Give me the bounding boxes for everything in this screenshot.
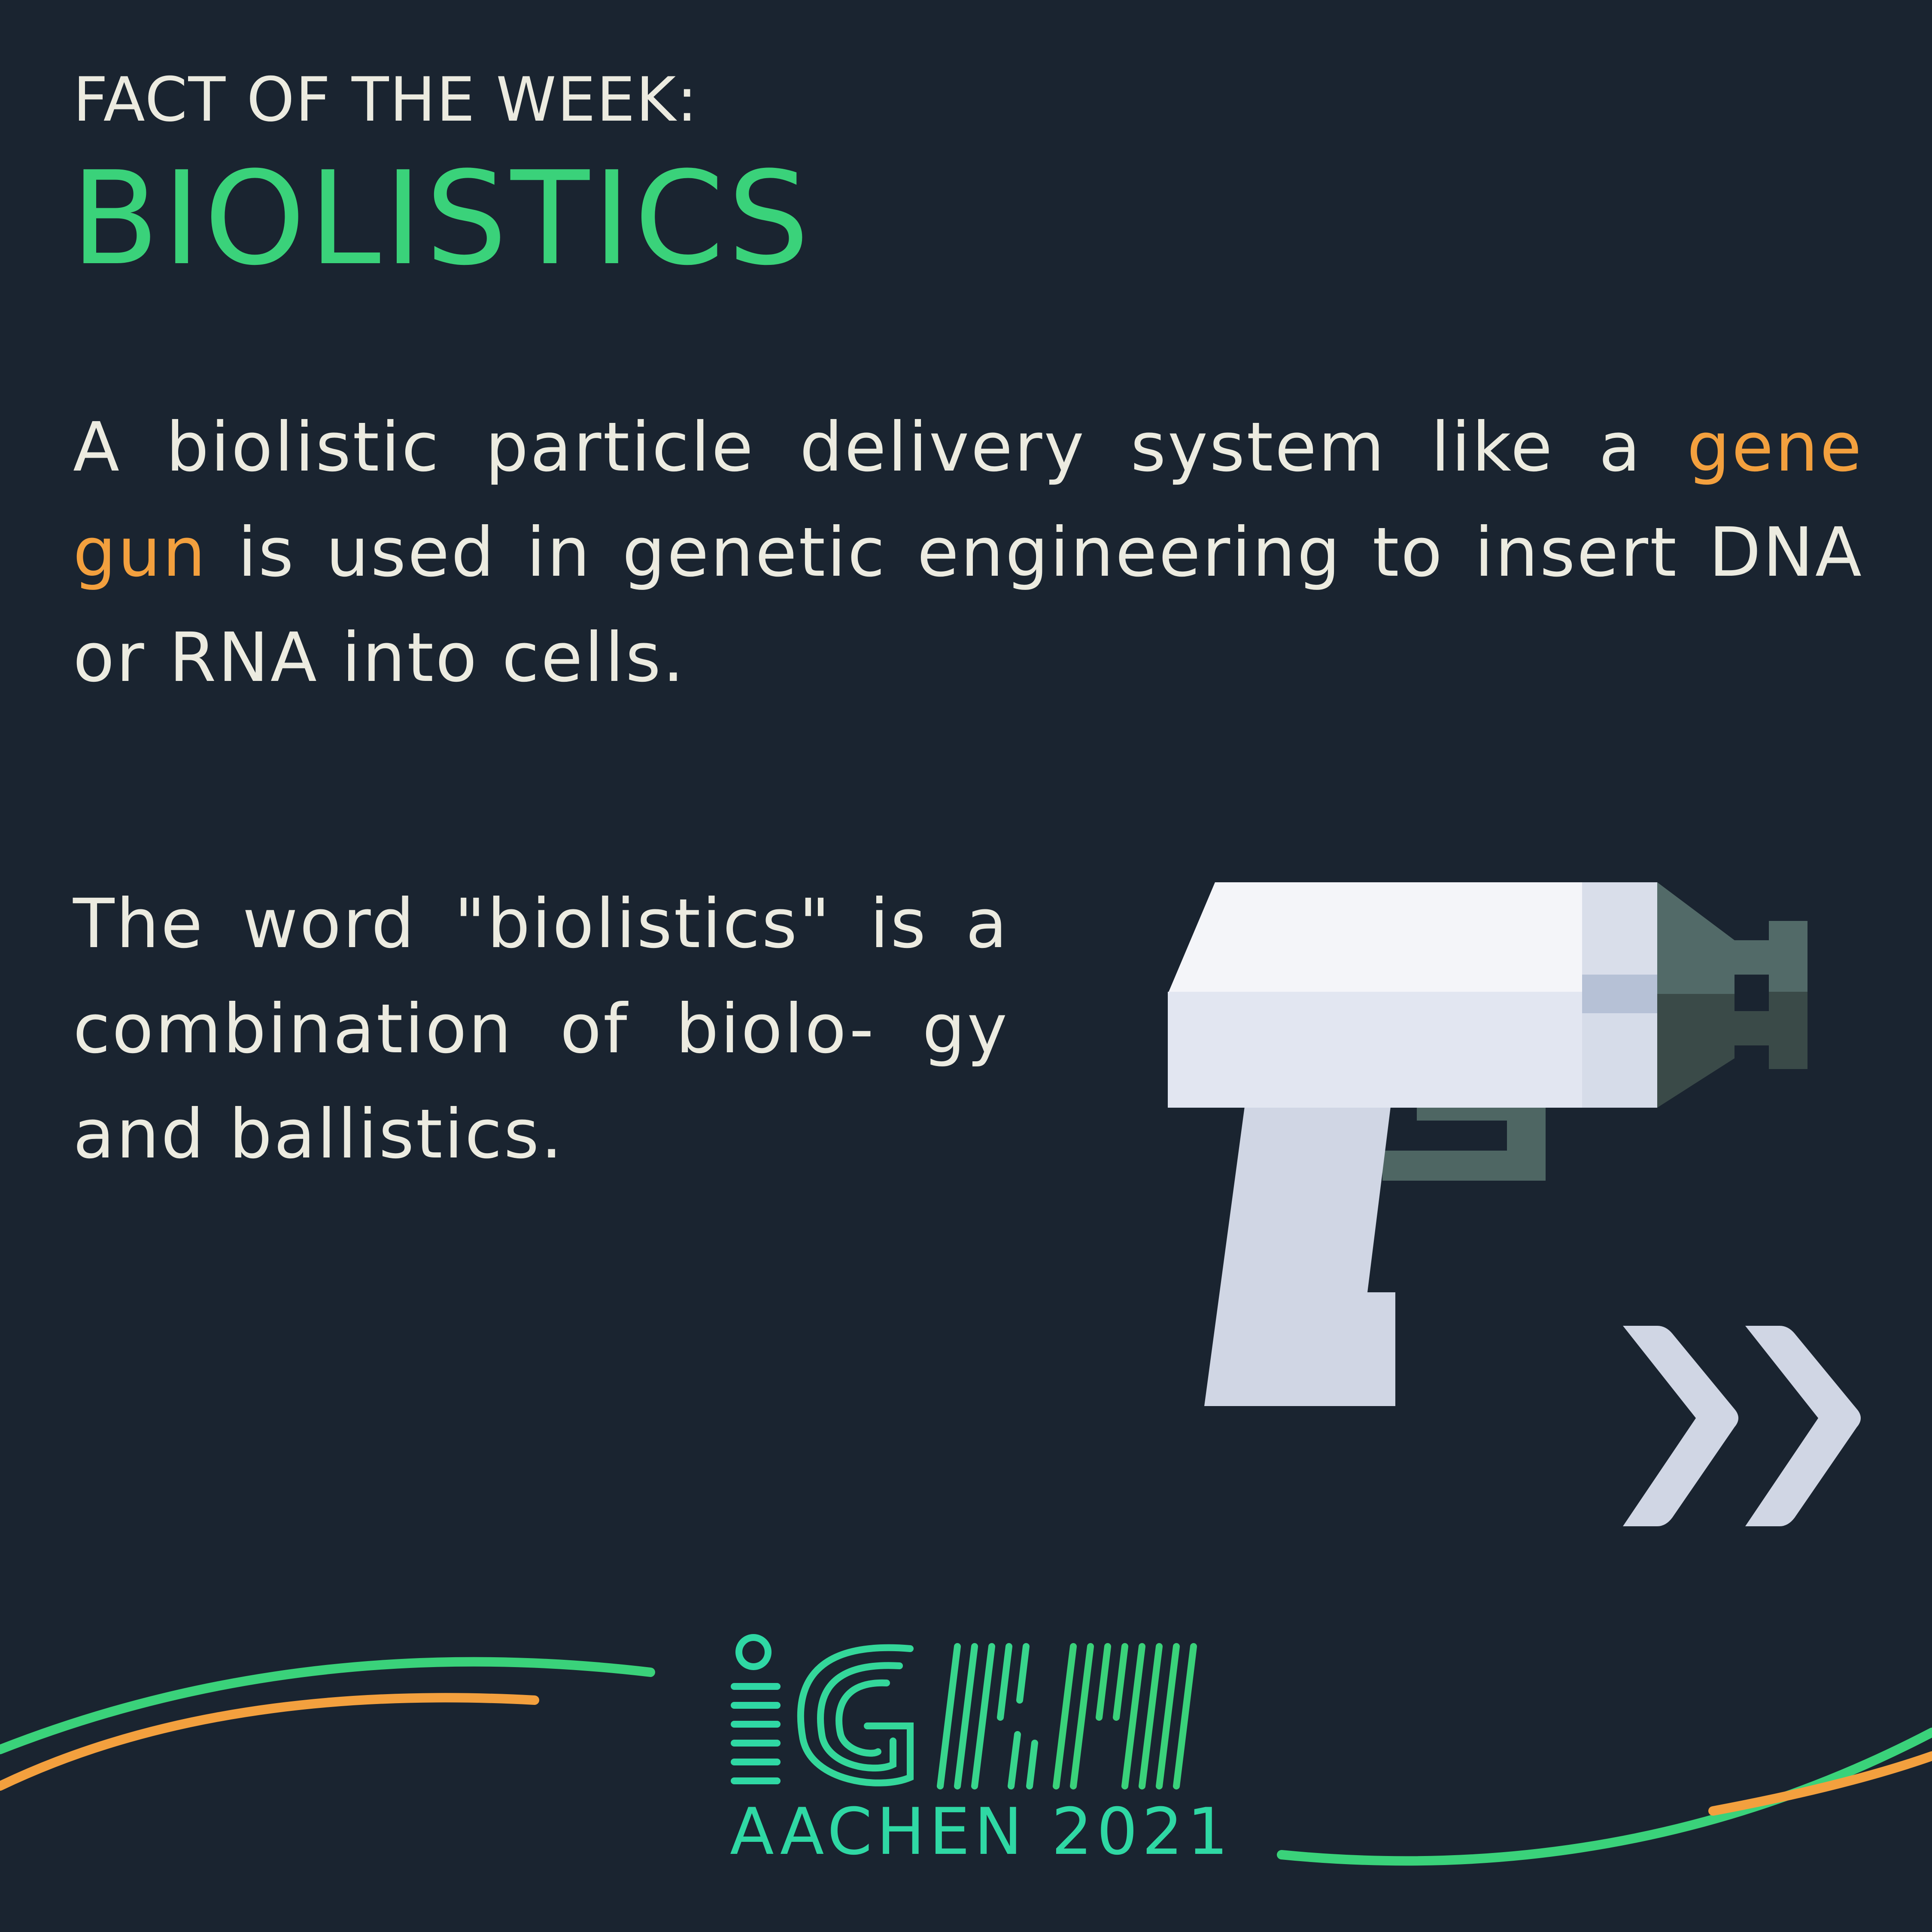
fact-text-start: A biolistic particle delivery system lik… xyxy=(73,408,1687,487)
page-title: BIOLISTICS xyxy=(71,144,813,294)
double-chevron-right-icon[interactable] xyxy=(1623,1326,1861,1526)
gene-gun-highlight: gene gun xyxy=(73,408,1863,592)
kicker-text: FACT OF THE WEEK: xyxy=(73,64,699,135)
decorative-swooshes xyxy=(0,1657,1932,1866)
igem-logo-mark xyxy=(731,1634,1197,1789)
fact-paragraph: A biolistic particle delivery system lik… xyxy=(73,395,1863,711)
logo-subtitle: AACHEN 2021 xyxy=(730,1795,1233,1869)
gene-gun-icon xyxy=(1168,882,1807,1406)
etymology-paragraph: The word "biolistics" is a combination o… xyxy=(73,884,1009,1174)
fact-text-end: is used in genetic engineering to insert… xyxy=(73,513,1863,697)
